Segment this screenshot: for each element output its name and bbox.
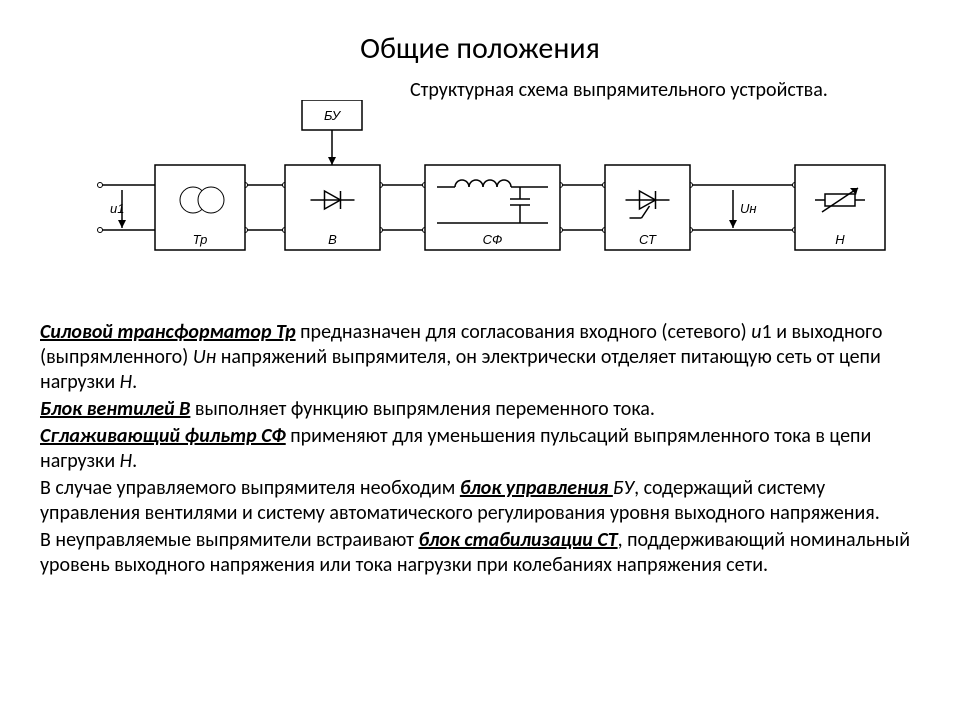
block-diagram: u1 Uн Тр В СФ СТ Н БУ <box>40 100 920 300</box>
page-title: Общие положения <box>0 30 960 67</box>
svg-text:u1: u1 <box>110 201 124 216</box>
svg-text:Uн: Uн <box>740 201 757 216</box>
paragraph: В случае управляемого выпрямителя необхо… <box>40 476 920 526</box>
page-subtitle: Структурная схема выпрямительного устрой… <box>410 78 828 102</box>
paragraph: Силовой трансформатор Тр предназначен дл… <box>40 320 920 395</box>
svg-text:БУ: БУ <box>324 108 342 123</box>
paragraph: Сглаживающий фильтр СФ применяют для уме… <box>40 424 920 474</box>
paragraph: Блок вентилей В выполняет функцию выпрям… <box>40 397 920 422</box>
svg-text:Н: Н <box>835 232 845 247</box>
paragraph: В неуправляемые выпрямители встраивают б… <box>40 528 920 578</box>
body-text: Силовой трансформатор Тр предназначен дл… <box>40 320 920 580</box>
svg-text:СФ: СФ <box>483 232 503 247</box>
svg-text:Тр: Тр <box>193 232 208 247</box>
svg-text:СТ: СТ <box>639 232 657 247</box>
svg-text:В: В <box>328 232 337 247</box>
